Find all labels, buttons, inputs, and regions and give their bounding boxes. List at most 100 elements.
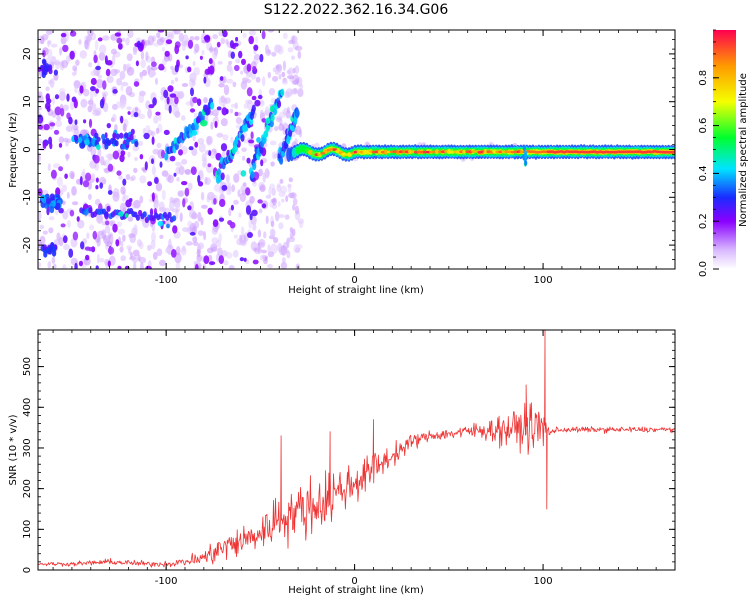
spectrogram-cell — [98, 257, 105, 263]
spectrogram-cell — [252, 162, 257, 171]
spectrogram-cell — [203, 255, 210, 264]
spectrogram-cell — [42, 244, 47, 251]
spectrogram-cell — [233, 173, 240, 183]
spectrogram-cell — [233, 139, 239, 146]
spectrogram-cell — [175, 161, 182, 167]
spectrogram-cell — [142, 211, 147, 218]
spectrogram-cell — [209, 261, 216, 265]
spectrogram-cell — [99, 98, 105, 109]
spectrogram-cell — [68, 116, 73, 125]
spectrogram-cell — [172, 225, 178, 234]
spectrogram-cell — [153, 115, 159, 124]
spectrogram-cell — [210, 243, 218, 252]
spectrogram-cell — [228, 207, 232, 217]
spectrogram-cell — [107, 246, 115, 255]
spectrogram-cell — [171, 197, 180, 203]
spectrogram-cell — [43, 123, 50, 131]
spectrogram-cell — [223, 84, 230, 96]
spectrogram-cell — [245, 79, 252, 84]
spectrogram-cell — [190, 87, 194, 97]
spectrogram-cell — [252, 66, 257, 71]
spectrogram-cell — [282, 257, 286, 264]
spectrogram-cell — [164, 152, 169, 161]
spectrogram-cell — [229, 40, 235, 49]
spectrogram-cell — [225, 174, 230, 183]
spectrogram-cell — [294, 65, 300, 74]
spectrogram-cell — [335, 149, 341, 153]
spectrogram-cell — [168, 105, 172, 114]
spectrogram-cell — [85, 172, 92, 182]
spectrogram-cell — [165, 247, 170, 254]
spectrogram-cell — [45, 57, 51, 64]
spectrogram-cell — [105, 137, 110, 144]
spectrogram-cell — [95, 177, 99, 183]
spectrogram-cell — [250, 131, 254, 139]
spectrogram-cell — [264, 106, 270, 115]
spectrogram-cell — [280, 245, 288, 256]
spectrogram-marks — [38, 30, 675, 269]
spectrogram-cell — [197, 230, 204, 237]
spectrogram-cell — [163, 129, 170, 136]
spectrogram-cell — [53, 129, 60, 135]
colorbar-tick-label: 0.4 — [698, 165, 709, 181]
spectrogram-cell — [292, 198, 298, 206]
spectrogram-cell — [164, 50, 170, 57]
spectrogram-cell — [118, 175, 123, 180]
spectrogram-cell — [202, 263, 207, 269]
spectrogram-cell — [222, 30, 228, 38]
spectrogram-cell — [54, 106, 62, 116]
spectrogram-cell — [197, 211, 202, 222]
snr-ytick-label: 500 — [22, 357, 33, 376]
spectrogram-cell — [140, 59, 146, 69]
spectrogram-cell — [151, 192, 155, 202]
spectrogram-cell — [119, 70, 126, 80]
spectrogram-cell — [147, 64, 151, 75]
spectrogram-cell — [282, 32, 288, 39]
spectrogram-cell — [147, 35, 154, 46]
spectrogram-cell — [194, 36, 200, 41]
spectrogram-cell — [193, 112, 198, 118]
spectrogram-cell — [38, 118, 41, 123]
spectrogram-cell — [195, 264, 199, 269]
spectrogram-cell — [213, 183, 221, 192]
spectrogram-cell — [89, 224, 94, 231]
spectrogram-cell — [169, 196, 174, 203]
spectrogram-cell — [207, 66, 211, 75]
snr-ytick-label: 0 — [22, 567, 33, 573]
snr-ytick-label: 300 — [22, 438, 33, 457]
spectrogram-cell — [153, 42, 160, 47]
spectrogram-cell — [50, 43, 58, 48]
spectrogram-cell — [265, 194, 272, 199]
spectrogram-cell — [119, 246, 124, 253]
spectrogram-cell — [125, 139, 130, 146]
spectrogram-cell — [218, 217, 225, 222]
spectrogram-cell — [276, 184, 282, 193]
spectrogram-cell — [217, 61, 223, 65]
spectrogram-cell — [58, 207, 64, 214]
spectrogram-cell — [185, 241, 194, 246]
spectrogram-cell — [122, 178, 127, 186]
spectrogram-cell — [156, 248, 163, 257]
spectrogram-cell — [218, 83, 225, 88]
spectrogram-cell — [276, 100, 282, 108]
spectrogram-cell — [138, 256, 147, 264]
spectrogram-cell — [116, 37, 123, 44]
spectrogram-cell — [287, 47, 294, 53]
spectrogram-cell — [220, 118, 228, 127]
spectrogram-cell — [243, 257, 247, 262]
spectrogram-cell — [297, 88, 304, 97]
spectrogram-cell — [97, 74, 103, 79]
spectrogram-cell — [280, 261, 288, 269]
spectrogram-cell — [208, 150, 212, 157]
spectrogram-cell — [232, 249, 239, 258]
spectrogram-cell — [136, 40, 141, 49]
spectrogram-cell — [120, 186, 126, 195]
spectrogram-cell — [116, 101, 121, 109]
spectrogram-cell — [119, 202, 127, 213]
spectrogram-cell — [47, 40, 52, 45]
spectrogram-cell — [181, 44, 186, 52]
spectrogram-cell — [279, 178, 284, 184]
spectrogram-cell — [126, 245, 132, 250]
